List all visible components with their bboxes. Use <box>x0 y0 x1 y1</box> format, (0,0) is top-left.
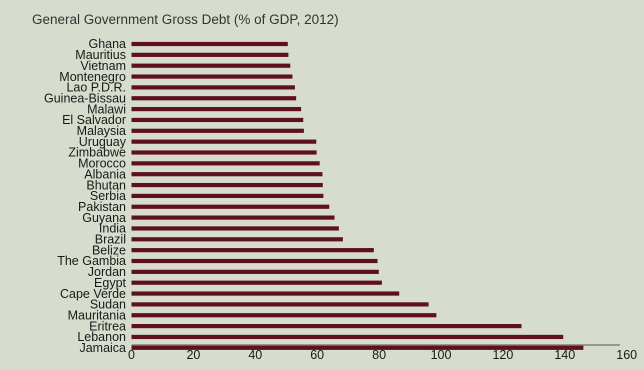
category-label: Sudan <box>90 298 126 312</box>
bar <box>131 85 295 90</box>
category-label: Bhutan <box>86 178 126 192</box>
x-tick-labels: 0 20 40 60 80 100 120 140 160 <box>128 348 637 362</box>
bar <box>131 302 429 307</box>
x-tick-label: 20 <box>186 348 200 362</box>
category-label: Lao P.D.R. <box>66 81 126 95</box>
category-label: Ghana <box>88 37 126 51</box>
category-label: Lebanon <box>77 330 126 344</box>
bar <box>131 161 320 166</box>
bars <box>131 41 584 350</box>
bar <box>131 313 437 318</box>
bar <box>131 52 289 57</box>
bar <box>131 258 378 264</box>
category-label: Pakistan <box>78 200 126 214</box>
category-label: Egypt <box>94 276 126 290</box>
bar <box>131 204 330 209</box>
x-tick-label: 120 <box>492 348 513 362</box>
category-label: Uruguay <box>79 135 127 149</box>
x-tick-label: 40 <box>248 348 262 362</box>
bar <box>131 182 323 188</box>
category-label: Brazil <box>95 233 126 247</box>
category-label: Jordan <box>88 265 126 279</box>
chart-title: General Government Gross Debt (% of GDP,… <box>32 12 339 27</box>
x-tick-label: 100 <box>431 348 452 362</box>
bar <box>131 334 564 340</box>
category-label: Serbia <box>90 189 126 203</box>
bar <box>131 107 302 112</box>
x-tick-label: 80 <box>372 348 386 362</box>
bar <box>131 96 297 101</box>
bar <box>131 63 291 68</box>
bar <box>131 117 304 123</box>
category-label: El Salvador <box>62 113 126 127</box>
bar <box>131 269 379 274</box>
bar <box>131 280 382 285</box>
x-tick-label: 140 <box>554 348 575 362</box>
category-label: Mauritius <box>75 48 126 62</box>
x-tick-label: 60 <box>310 348 324 362</box>
category-label: Guinea-Bissau <box>44 91 126 105</box>
category-label: Morocco <box>78 157 126 171</box>
bar <box>131 248 374 253</box>
category-label: Montenegro <box>59 70 126 84</box>
bar <box>131 172 323 177</box>
category-label: Vietnam <box>80 59 126 73</box>
category-label: Mauritania <box>68 308 126 322</box>
bar <box>131 41 288 47</box>
category-label: Cape Verde <box>60 287 126 301</box>
bar <box>131 215 335 220</box>
category-label: The Gambia <box>57 254 126 268</box>
bar <box>131 324 522 329</box>
bar <box>131 226 339 231</box>
category-label: India <box>99 222 126 236</box>
category-label: Malaysia <box>77 124 126 138</box>
category-label: Malawi <box>87 102 126 116</box>
category-label: Jamaica <box>79 341 126 355</box>
bar <box>131 139 317 144</box>
category-label: Belize <box>92 243 126 257</box>
category-label: Zimbabwe <box>68 146 126 160</box>
bar <box>131 193 324 198</box>
bar <box>131 150 317 155</box>
bar <box>131 345 584 350</box>
bar <box>131 74 293 79</box>
bar <box>131 128 304 133</box>
bar <box>131 237 343 242</box>
category-label: Guyana <box>82 211 126 225</box>
x-tick-label: 0 <box>128 348 135 362</box>
bar <box>131 291 400 296</box>
category-label: Eritrea <box>89 319 126 333</box>
category-label: Albania <box>84 167 126 181</box>
x-tick-label: 160 <box>616 348 637 362</box>
